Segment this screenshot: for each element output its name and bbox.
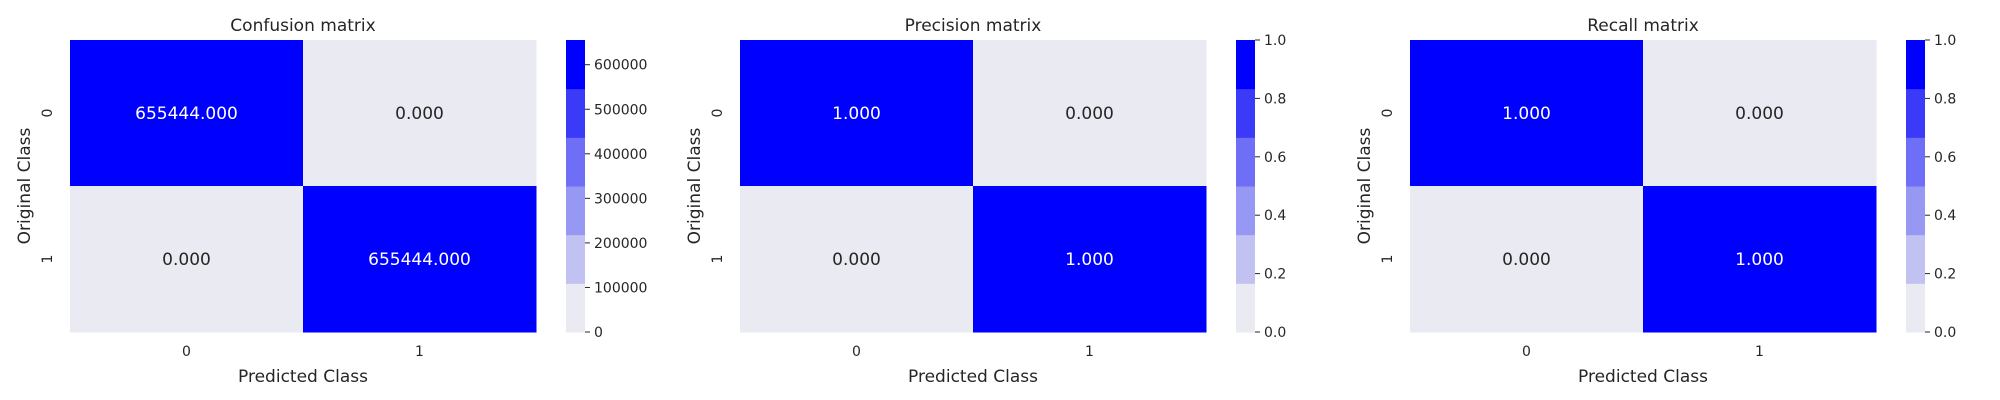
cell-value-label: 655444.000 <box>368 250 471 270</box>
x-tick-label: 1 <box>415 344 424 360</box>
colorbar-tick-label: 1.0 <box>1934 33 1956 49</box>
colorbar-band-4 <box>1236 88 1255 138</box>
colorbar-tick-label: 0.0 <box>1264 325 1286 341</box>
colorbar-tick-label: 100000 <box>594 280 647 296</box>
heatmap-cell-r0-c1 <box>1643 40 1877 187</box>
heatmap-panel-1: Precision matrix 1.000 0.000 0.000 1.000 0 1 0 1… <box>685 16 1286 387</box>
cell-value-label: 0.000 <box>1735 104 1784 124</box>
colorbar-tick-label: 0.8 <box>1264 91 1286 107</box>
cell-value-label: 1.000 <box>832 104 881 124</box>
cell-value-label: 0.000 <box>1502 250 1551 270</box>
colorbar-tick-label: 0.4 <box>1934 208 1956 224</box>
colorbar-band-1 <box>1906 234 1925 284</box>
colorbar-band-0 <box>1906 283 1925 333</box>
colorbar-band-5 <box>1236 40 1255 90</box>
colorbar-band-0 <box>566 283 585 333</box>
chart-title: Recall matrix <box>1587 16 1699 36</box>
cell-value-label: 655444.000 <box>135 104 238 124</box>
colorbar-band-4 <box>1906 88 1925 138</box>
heatmap-cell-r0-c0 <box>740 40 974 187</box>
heatmap-cell-r0-c0 <box>70 40 304 187</box>
colorbar-band-1 <box>566 234 585 284</box>
cell-value-label: 0.000 <box>395 104 444 124</box>
colorbar-tick-label: 500000 <box>594 102 647 118</box>
cell-value-label: 0.000 <box>162 250 211 270</box>
colorbar-tick-label: 0.4 <box>1264 208 1286 224</box>
colorbar-band-1 <box>1236 234 1255 284</box>
heatmap-cell-r0-c0 <box>1410 40 1644 187</box>
colorbar-band-5 <box>1906 40 1925 90</box>
colorbar-band-0 <box>1236 283 1255 333</box>
colorbar-tick-label: 0.2 <box>1264 267 1286 283</box>
x-axis-label: Predicted Class <box>908 367 1038 387</box>
colorbar-band-5 <box>566 40 585 90</box>
heatmap-panel-2: Recall matrix 1.000 0.000 0.000 1.000 0 1 0 1 Pre… <box>1355 16 1956 387</box>
cell-value-label: 1.000 <box>1065 250 1114 270</box>
heatmap-cell-r1-c1 <box>1643 186 1877 333</box>
colorbar-band-3 <box>1236 137 1255 187</box>
colorbar-tick-label: 400000 <box>594 147 647 163</box>
y-tick-label: 0 <box>40 109 56 118</box>
colorbar-tick-label: 200000 <box>594 236 647 252</box>
y-tick-label: 0 <box>710 109 726 118</box>
heatmap-cell-r1-c0 <box>1410 186 1644 333</box>
heatmap-panel-0: Confusion matrix 655444.000 0.000 0.000 6554… <box>15 16 647 387</box>
x-tick-label: 1 <box>1755 344 1764 360</box>
y-tick-label: 1 <box>40 255 56 264</box>
colorbar-band-2 <box>1906 186 1925 236</box>
x-tick-label: 0 <box>852 344 861 360</box>
colorbar-band-2 <box>566 186 585 236</box>
colorbar-band-2 <box>1236 186 1255 236</box>
cell-value-label: 0.000 <box>1065 104 1114 124</box>
y-tick-label: 0 <box>1380 109 1396 118</box>
x-tick-label: 0 <box>182 344 191 360</box>
colorbar-tick-label: 300000 <box>594 191 647 207</box>
x-tick-label: 1 <box>1085 344 1094 360</box>
heatmap-cell-r0-c1 <box>303 40 537 187</box>
chart-title: Confusion matrix <box>230 16 375 36</box>
heatmap-cell-r1-c0 <box>70 186 304 333</box>
chart-title: Precision matrix <box>905 16 1042 36</box>
colorbar-tick-label: 0.0 <box>1934 325 1956 341</box>
cell-value-label: 0.000 <box>832 250 881 270</box>
colorbar-tick-label: 0 <box>594 325 603 341</box>
cell-value-label: 1.000 <box>1735 250 1784 270</box>
cell-value-label: 1.000 <box>1502 104 1551 124</box>
y-axis-label: Original Class <box>1355 128 1375 245</box>
y-axis-label: Original Class <box>15 128 35 245</box>
colorbar-band-3 <box>1906 137 1925 187</box>
heatmap-cell-r1-c0 <box>740 186 974 333</box>
colorbar-tick-label: 0.6 <box>1934 150 1956 166</box>
y-tick-label: 1 <box>710 255 726 264</box>
y-tick-label: 1 <box>1380 255 1396 264</box>
colorbar-band-3 <box>566 137 585 187</box>
x-axis-label: Predicted Class <box>1578 367 1708 387</box>
x-axis-label: Predicted Class <box>238 367 368 387</box>
heatmap-cell-r0-c1 <box>973 40 1207 187</box>
colorbar-tick-label: 0.6 <box>1264 150 1286 166</box>
colorbar-tick-label: 0.8 <box>1934 91 1956 107</box>
colorbar-band-4 <box>566 88 585 138</box>
colorbar-tick-label: 0.2 <box>1934 267 1956 283</box>
heatmap-cell-r1-c1 <box>303 186 537 333</box>
y-axis-label: Original Class <box>685 128 705 245</box>
heatmap-cell-r1-c1 <box>973 186 1207 333</box>
x-tick-label: 0 <box>1522 344 1531 360</box>
colorbar-tick-label: 1.0 <box>1264 33 1286 49</box>
colorbar-tick-label: 600000 <box>594 58 647 74</box>
